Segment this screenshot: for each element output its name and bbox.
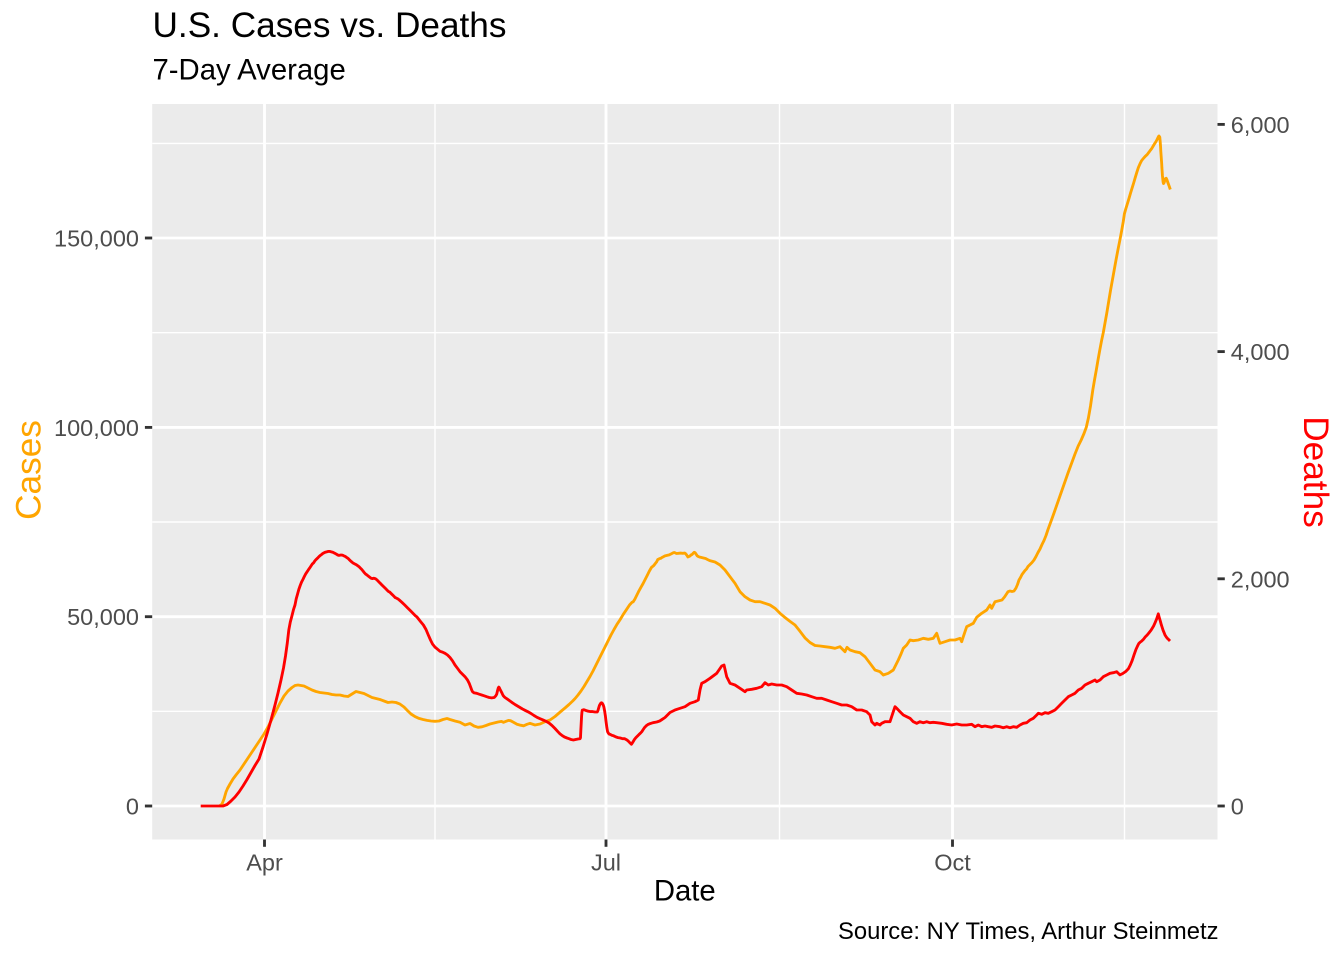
svg-text:4,000: 4,000 <box>1231 339 1290 365</box>
svg-text:Oct: Oct <box>934 850 971 876</box>
svg-text:U.S. Cases vs. Deaths: U.S. Cases vs. Deaths <box>153 6 507 45</box>
svg-text:0: 0 <box>126 794 139 820</box>
svg-text:Jul: Jul <box>591 850 621 876</box>
svg-text:7-Day Average: 7-Day Average <box>153 53 346 86</box>
svg-text:150,000: 150,000 <box>54 226 139 252</box>
svg-text:0: 0 <box>1231 794 1244 820</box>
svg-text:100,000: 100,000 <box>54 415 139 441</box>
svg-text:2,000: 2,000 <box>1231 566 1290 592</box>
svg-text:Cases: Cases <box>10 420 49 520</box>
svg-text:Apr: Apr <box>246 850 283 876</box>
svg-text:Source: NY Times, Arthur Stein: Source: NY Times, Arthur Steinmetz <box>838 918 1218 945</box>
svg-text:Deaths: Deaths <box>1296 416 1335 528</box>
svg-text:50,000: 50,000 <box>67 604 139 630</box>
svg-text:6,000: 6,000 <box>1231 112 1290 138</box>
svg-text:Date: Date <box>654 874 716 907</box>
